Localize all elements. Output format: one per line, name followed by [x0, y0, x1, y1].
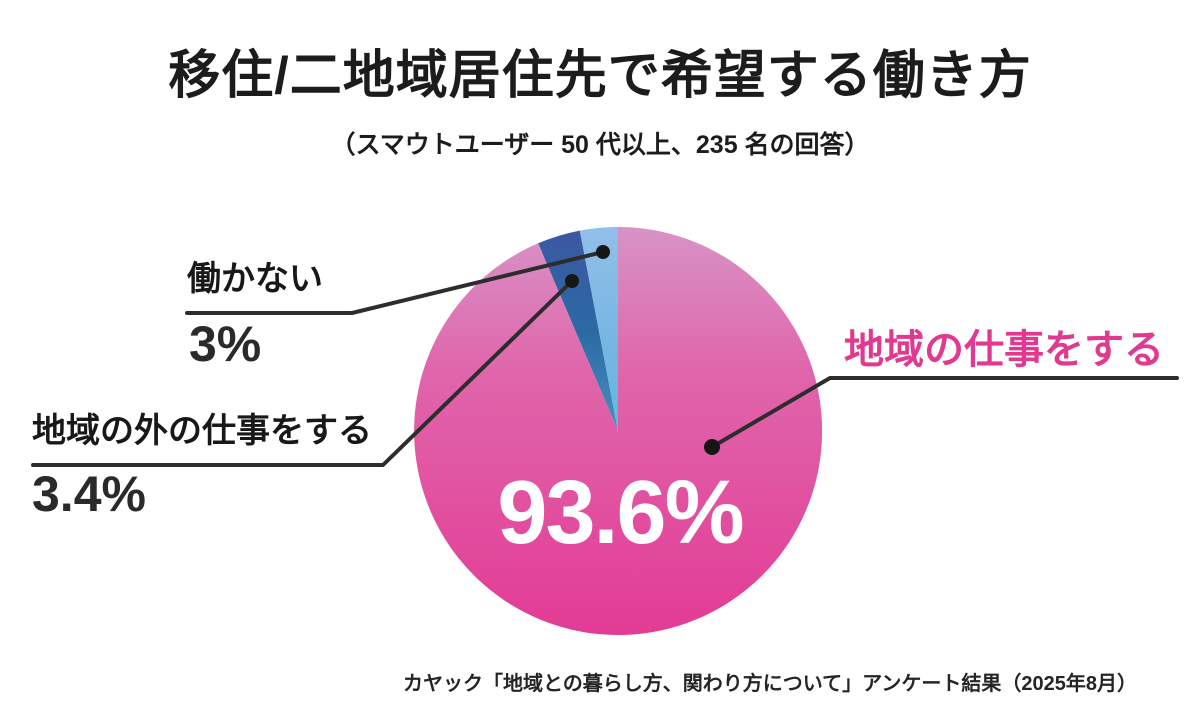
callout-label-no-work: 働かない	[187, 260, 323, 298]
pie-slice-0	[414, 226, 823, 635]
callout-label-outside-work: 地域の外の仕事をする	[32, 412, 372, 450]
callout-label-local-work: 地域の仕事をする	[844, 328, 1164, 372]
callout-line-no-work	[185, 250, 605, 315]
pie-main-value: 93.6%	[497, 463, 744, 563]
callout-dot-no-work	[596, 245, 610, 259]
source-note: カヤック「地域との暮らし方、関わり方について」アンケート結果（2025年8月）	[402, 673, 1137, 695]
page-subtitle: （スマウトユーザー 50 代以上、235 名の回答）	[330, 131, 870, 159]
callout-line-outside-work	[31, 279, 574, 467]
callout-lines	[31, 250, 1179, 467]
pie-slice-1	[538, 230, 618, 431]
callout-value-no-work: 3%	[189, 316, 262, 372]
pie-chart	[414, 226, 823, 635]
page-title: 移住/二地域居住先で希望する働き方	[168, 47, 1032, 105]
callout-dot-outside-work	[565, 274, 579, 288]
callout-line-local-work	[710, 376, 1179, 449]
callout-dots	[565, 245, 720, 455]
pie-slice-2	[579, 227, 618, 431]
callout-value-outside-work: 3.4%	[32, 466, 146, 522]
callout-dot-local-work	[704, 439, 720, 455]
